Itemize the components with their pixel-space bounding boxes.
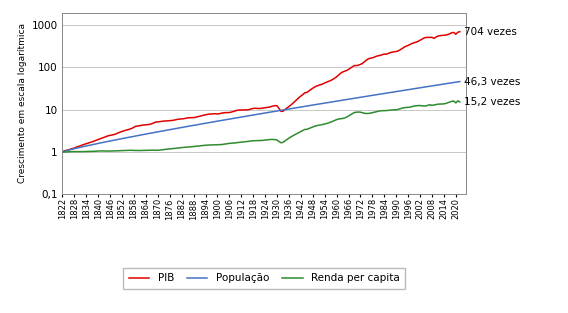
Renda per capita bbox=[63, 150, 70, 154]
Text: 46,3 vezes: 46,3 vezes bbox=[464, 77, 520, 87]
PIB bbox=[423, 36, 429, 39]
População bbox=[423, 85, 429, 89]
Line: População: População bbox=[62, 82, 460, 152]
População bbox=[226, 117, 233, 121]
População bbox=[274, 109, 281, 113]
Y-axis label: Crescimento em escala logarítmica: Crescimento em escala logarítmica bbox=[18, 23, 27, 183]
PIB bbox=[204, 112, 211, 116]
Renda per capita bbox=[61, 150, 68, 154]
Line: Renda per capita: Renda per capita bbox=[62, 101, 460, 152]
População bbox=[61, 149, 68, 153]
PIB bbox=[61, 149, 68, 153]
População bbox=[457, 80, 463, 84]
Text: 15,2 vezes: 15,2 vezes bbox=[464, 97, 520, 107]
Renda per capita bbox=[454, 99, 461, 103]
PIB bbox=[226, 110, 233, 114]
Text: 704 vezes: 704 vezes bbox=[464, 27, 517, 37]
PIB bbox=[457, 30, 463, 33]
População bbox=[95, 141, 102, 145]
Line: PIB: PIB bbox=[62, 32, 460, 152]
Renda per capita bbox=[97, 149, 103, 153]
PIB bbox=[95, 138, 102, 141]
População bbox=[59, 150, 66, 154]
Renda per capita bbox=[59, 150, 66, 154]
Renda per capita bbox=[206, 143, 213, 147]
Renda per capita bbox=[275, 140, 282, 143]
Legend: PIB, População, Renda per capita: PIB, População, Renda per capita bbox=[123, 268, 405, 289]
Renda per capita bbox=[457, 100, 463, 104]
PIB bbox=[274, 104, 281, 108]
PIB bbox=[59, 150, 66, 154]
Renda per capita bbox=[228, 141, 235, 145]
Renda per capita bbox=[425, 103, 432, 107]
População bbox=[204, 121, 211, 125]
